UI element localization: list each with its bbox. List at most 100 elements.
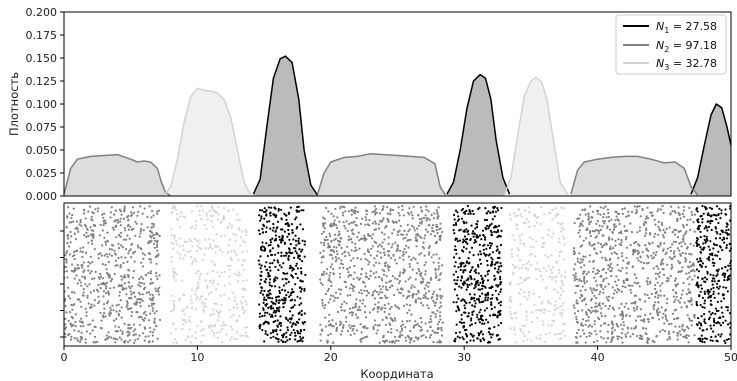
scatter-point bbox=[339, 333, 342, 336]
scatter-point bbox=[583, 332, 586, 335]
scatter-point bbox=[681, 251, 684, 255]
scatter-point bbox=[634, 325, 638, 328]
scatter-point bbox=[717, 287, 720, 290]
scatter-point bbox=[701, 305, 704, 309]
scatter-point bbox=[702, 329, 705, 332]
scatter-point bbox=[608, 247, 612, 250]
scatter-point bbox=[613, 251, 617, 254]
scatter-point bbox=[463, 265, 466, 268]
scatter-point bbox=[152, 225, 155, 228]
scatter-point bbox=[285, 251, 288, 254]
scatter-point bbox=[362, 325, 365, 328]
scatter-point bbox=[525, 310, 528, 313]
scatter-point bbox=[465, 247, 468, 250]
scatter-point bbox=[475, 235, 478, 238]
scatter-point bbox=[645, 327, 648, 330]
scatter-point bbox=[283, 212, 286, 215]
scatter-point bbox=[592, 243, 595, 246]
scatter-point bbox=[87, 210, 90, 213]
scatter-point bbox=[563, 237, 566, 240]
scatter-point bbox=[626, 331, 629, 334]
legend-value: = 32.78 bbox=[673, 57, 717, 70]
scatter-point bbox=[500, 264, 503, 268]
scatter-point bbox=[438, 320, 441, 324]
scatter-point bbox=[202, 334, 205, 337]
scatter-point bbox=[141, 318, 144, 321]
scatter-point bbox=[190, 226, 193, 229]
scatter-point bbox=[303, 240, 306, 243]
scatter-point bbox=[171, 294, 174, 297]
scatter-point bbox=[673, 228, 676, 231]
scatter-point bbox=[405, 244, 408, 247]
scatter-point bbox=[259, 248, 263, 251]
scatter-point bbox=[718, 285, 722, 288]
scatter-point bbox=[276, 295, 279, 298]
scatter-point bbox=[341, 205, 344, 208]
scatter-point bbox=[181, 309, 184, 313]
scatter-point bbox=[402, 250, 405, 253]
scatter-point bbox=[688, 275, 691, 278]
scatter-point bbox=[460, 249, 464, 252]
scatter-point bbox=[524, 266, 527, 270]
scatter-point bbox=[340, 303, 344, 306]
scatter-point bbox=[606, 337, 610, 340]
scatter-point bbox=[610, 275, 613, 278]
scatter-point bbox=[94, 325, 97, 328]
scatter-point bbox=[665, 227, 668, 231]
scatter-point bbox=[108, 335, 111, 338]
scatter-point bbox=[644, 244, 647, 247]
scatter-point bbox=[438, 315, 442, 318]
scatter-point bbox=[416, 322, 419, 325]
scatter-point bbox=[104, 287, 108, 290]
scatter-point bbox=[432, 224, 435, 227]
scatter-point bbox=[300, 272, 303, 275]
scatter-point bbox=[436, 213, 439, 216]
scatter-point bbox=[576, 285, 580, 288]
scatter-point bbox=[460, 263, 463, 266]
scatter-point bbox=[640, 335, 643, 338]
scatter-point bbox=[656, 245, 659, 248]
scatter-point bbox=[703, 238, 706, 241]
scatter-point bbox=[617, 257, 620, 260]
scatter-point bbox=[537, 308, 540, 312]
scatter-point bbox=[376, 310, 379, 313]
scatter-point bbox=[453, 288, 456, 291]
scatter-point bbox=[149, 282, 152, 285]
scatter-point bbox=[704, 280, 707, 284]
scatter-point bbox=[632, 307, 636, 310]
scatter-point bbox=[112, 228, 115, 231]
scatter-point bbox=[461, 298, 464, 301]
scatter-point bbox=[662, 236, 666, 239]
scatter-point bbox=[322, 270, 325, 273]
scatter-point bbox=[669, 246, 672, 249]
scatter-point bbox=[223, 207, 226, 210]
scatter-point bbox=[285, 335, 288, 339]
scatter-point bbox=[109, 312, 112, 315]
scatter-point bbox=[713, 243, 716, 246]
scatter-point bbox=[721, 238, 724, 242]
scatter-point bbox=[416, 234, 420, 237]
legend-symbol: N bbox=[656, 57, 664, 70]
scatter-point bbox=[319, 333, 322, 336]
scatter-point bbox=[293, 299, 296, 302]
scatter-point bbox=[369, 235, 372, 238]
scatter-point bbox=[431, 329, 434, 332]
scatter-point bbox=[259, 255, 262, 258]
scatter-point bbox=[421, 277, 424, 280]
scatter-point bbox=[417, 214, 420, 217]
scatter-point bbox=[688, 283, 691, 286]
scatter-point bbox=[124, 339, 127, 342]
scatter-point bbox=[182, 294, 186, 297]
scatter-point bbox=[654, 232, 657, 236]
scatter-point bbox=[206, 272, 209, 275]
scatter-point bbox=[148, 258, 151, 261]
scatter-point bbox=[558, 241, 561, 244]
scatter-point bbox=[411, 294, 414, 297]
scatter-point bbox=[701, 262, 705, 265]
scatter-point bbox=[414, 336, 417, 339]
scatter-point bbox=[89, 306, 92, 309]
scatter-point bbox=[399, 271, 402, 274]
scatter-point bbox=[289, 310, 292, 313]
scatter-point bbox=[682, 215, 686, 218]
scatter-point bbox=[530, 311, 533, 314]
